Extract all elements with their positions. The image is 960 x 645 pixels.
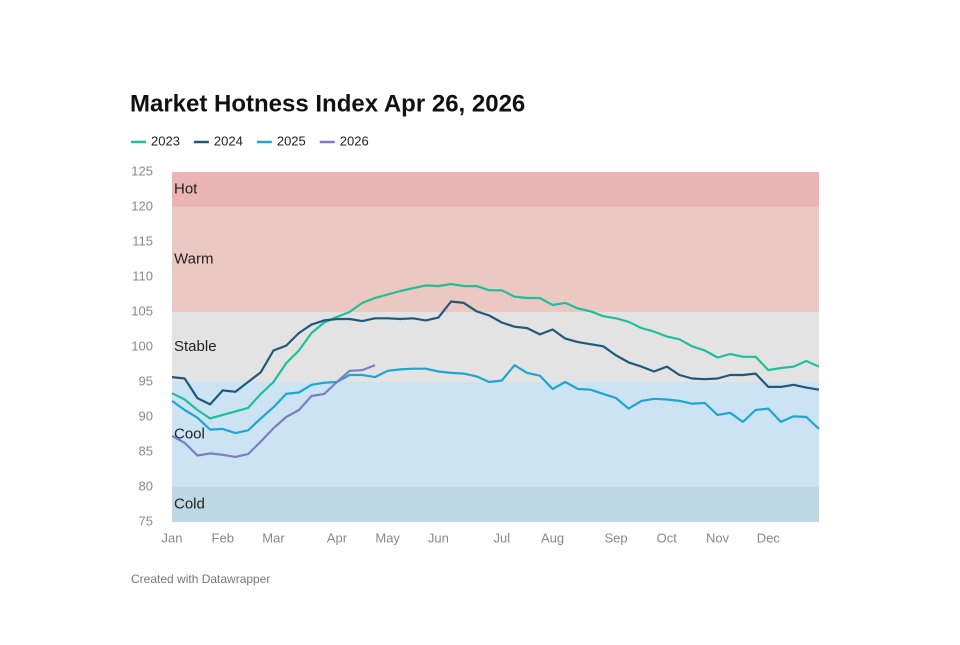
band-label: Warm	[174, 250, 213, 267]
band	[172, 207, 819, 312]
legend-label: 2023	[151, 133, 180, 148]
y-tick-label: 75	[139, 513, 153, 528]
band	[172, 312, 819, 382]
legend-label: 2026	[340, 133, 369, 148]
x-tick-label: Dec	[757, 530, 781, 545]
band-label: Cold	[174, 495, 205, 512]
y-tick-label: 115	[132, 233, 153, 248]
x-tick-label: Jul	[494, 530, 511, 545]
x-tick-label: Feb	[212, 530, 234, 545]
x-tick-label: May	[375, 530, 400, 545]
legend-label: 2025	[277, 133, 306, 148]
chart-title: Market Hotness Index Apr 26, 2026	[130, 90, 525, 117]
y-tick-label: 85	[139, 443, 153, 458]
x-tick-label: Aug	[541, 530, 564, 545]
y-tick-label: 80	[139, 478, 153, 493]
y-tick-label: 95	[139, 373, 153, 388]
x-tick-label: Nov	[706, 530, 730, 545]
legend-label: 2024	[214, 133, 243, 148]
series-line	[171, 364, 376, 458]
series-line	[171, 282, 820, 420]
band	[172, 172, 819, 207]
x-tick-label: Mar	[262, 530, 285, 545]
band-label: Stable	[174, 338, 217, 355]
footer: Created with Datawrapper	[131, 572, 270, 586]
x-tick-label: Apr	[327, 530, 348, 545]
x-tick-label: Sep	[604, 530, 627, 545]
x-tick-label: Jan	[162, 530, 183, 545]
x-tick-label: Jun	[428, 530, 449, 545]
y-tick-label: 90	[139, 408, 153, 423]
series-line	[171, 300, 820, 406]
band	[172, 382, 819, 487]
y-tick-label: 125	[131, 163, 153, 178]
y-tick-label: 120	[131, 198, 153, 213]
band-label: Hot	[174, 180, 198, 197]
band	[172, 487, 819, 522]
series-line	[171, 364, 820, 435]
y-tick-label: 100	[131, 338, 153, 353]
band-label: Cool	[174, 425, 205, 442]
x-tick-label: Oct	[657, 530, 678, 545]
y-tick-label: 110	[132, 268, 153, 283]
y-tick-label: 105	[131, 303, 153, 318]
